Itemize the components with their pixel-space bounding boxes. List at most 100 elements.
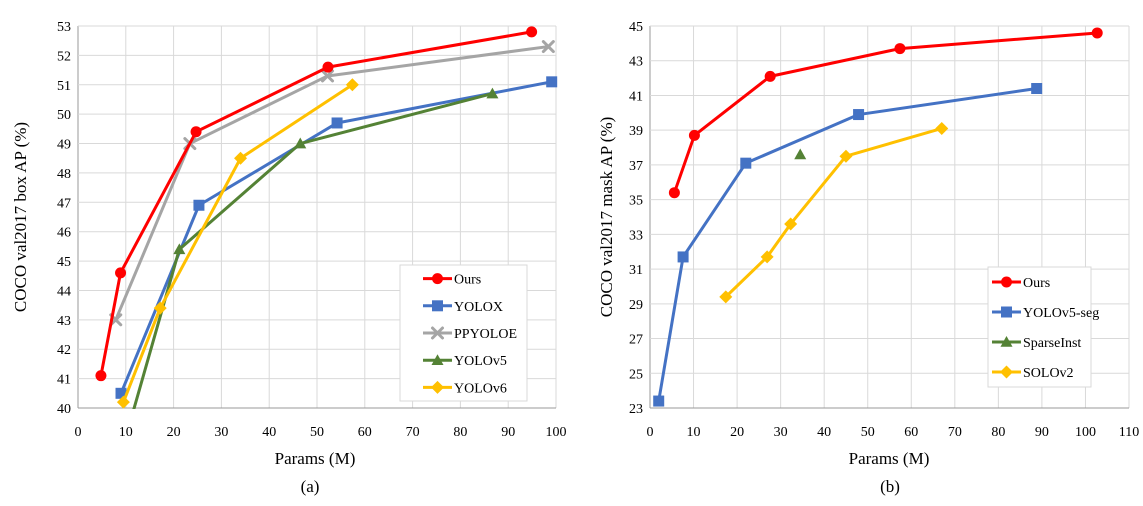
series-line-YOLOv5 — [132, 92, 494, 409]
data-point-YOLOv5 — [486, 87, 499, 99]
tick-labels: 0 10 20 30 40 50 60 70 80 90 100 110 23 25 27 29 31 33 35 3… — [629, 20, 1139, 440]
data-point-SOLOv2 — [784, 217, 798, 231]
x-tick-label: 60 — [904, 425, 918, 440]
x-tick-label: 40 — [262, 425, 276, 440]
x-tick-label: 40 — [817, 425, 831, 440]
data-point-YOLOv6 — [153, 301, 167, 315]
y-tick-label: 45 — [57, 255, 71, 270]
data-point-YOLOv5 — [173, 243, 186, 255]
legend-entry-YOLOv5-seg: YOLOv5-seg — [992, 306, 1099, 321]
data-point-YOLOv5-seg — [1031, 83, 1043, 95]
legend-label: YOLOv6 — [454, 381, 507, 396]
y-tick-label: 53 — [57, 20, 71, 35]
y-tick-label: 51 — [57, 79, 71, 94]
y-tick-label: 41 — [629, 89, 643, 104]
x-tick-label: 80 — [453, 425, 467, 440]
y-tick-label: 44 — [57, 284, 71, 299]
legend-entry-YOLOv5: YOLOv5 — [423, 354, 507, 369]
y-tick-label: 46 — [57, 226, 71, 241]
chart-a-caption: (a) — [300, 477, 320, 496]
series-YOLOv6 — [116, 78, 359, 409]
y-tick-label: 43 — [57, 314, 71, 329]
data-point-SOLOv2 — [935, 121, 949, 135]
legend-label: YOLOv5 — [454, 354, 507, 369]
y-tick-label: 48 — [57, 167, 71, 182]
x-tick-label: 10 — [119, 425, 133, 440]
y-tick-label: 43 — [629, 55, 643, 70]
y-tick-label: 45 — [629, 20, 643, 35]
legend-swatch-marker — [432, 273, 443, 285]
y-tick-label: 47 — [57, 196, 71, 211]
y-tick-label: 27 — [629, 333, 643, 348]
data-point-Ours — [688, 129, 700, 141]
legend-swatch-marker — [1000, 336, 1013, 347]
legend-swatch-marker — [1001, 276, 1012, 288]
data-point-Ours — [894, 43, 906, 55]
x-tick-label: 50 — [310, 425, 324, 440]
legend-swatch-marker — [431, 354, 444, 365]
data-point-YOLOv5-seg — [677, 251, 689, 263]
legend-swatch-marker — [431, 326, 444, 340]
x-tick-label: 20 — [730, 425, 744, 440]
x-tick-label: 100 — [546, 425, 567, 440]
data-point-YOLOv5-seg — [653, 395, 665, 407]
data-point-Ours — [190, 126, 202, 138]
data-point-Ours — [95, 370, 107, 382]
data-point-YOLOX — [546, 76, 558, 88]
chart-a-y-axis-title: COCO val2017 box AP (%) — [11, 121, 30, 313]
data-point-YOLOv5-seg — [740, 157, 752, 169]
x-tick-label: 100 — [1075, 425, 1096, 440]
chart-b-x-axis-title: Params (M) — [848, 449, 930, 468]
chart-a-x-axis-title: Params (M) — [274, 449, 356, 468]
series-line-YOLOX — [119, 80, 554, 395]
legend-entry-PPYOLOE: PPYOLOE — [423, 326, 517, 342]
chart-b: 0 10 20 30 40 50 60 70 80 90 100 110 23 25 27 29 31 33 35 3… — [629, 20, 1139, 440]
series-layer — [653, 27, 1103, 407]
series-YOLOv5-seg — [653, 83, 1043, 407]
legend-label: PPYOLOE — [454, 327, 517, 342]
x-tick-label: 70 — [948, 425, 962, 440]
data-point-Ours — [668, 187, 680, 199]
series-line-SOLOv2 — [724, 126, 944, 299]
legend-box — [399, 264, 528, 402]
data-point-YOLOv5 — [294, 137, 307, 149]
legend-entry-SOLOv2: SOLOv2 — [992, 365, 1074, 381]
legend-label: SOLOv2 — [1023, 366, 1074, 381]
x-tick-label: 80 — [991, 425, 1005, 440]
data-point-SOLOv2 — [719, 290, 733, 304]
series-line-YOLOv5-seg — [657, 87, 1039, 403]
data-point-YOLOv5-seg — [853, 109, 865, 121]
x-tick-label: 90 — [1035, 425, 1049, 440]
legend-label: YOLOX — [454, 300, 503, 315]
legend-label: SparseInst — [1023, 336, 1081, 351]
y-tick-label: 41 — [57, 373, 71, 388]
legend-entry-Ours: Ours — [423, 273, 481, 288]
series-SparseInst — [794, 148, 807, 160]
chart-b-y-axis-title: COCO val2017 mask AP (%) — [597, 116, 616, 318]
legend-entry-Ours: Ours — [992, 276, 1050, 291]
data-point-PPYOLOE — [321, 69, 335, 83]
y-tick-label: 39 — [629, 124, 643, 139]
series-Ours — [95, 26, 538, 382]
series-Ours — [668, 27, 1103, 199]
x-tick-label: 60 — [358, 425, 372, 440]
series-SOLOv2 — [719, 121, 949, 304]
legend-label: Ours — [454, 273, 481, 288]
x-tick-label: 30 — [774, 425, 788, 440]
data-point-YOLOv5 — [106, 478, 118, 489]
x-tick-label: 90 — [501, 425, 515, 440]
data-point-Ours — [322, 61, 334, 73]
y-tick-label: 49 — [57, 138, 71, 153]
data-point-SparseInst — [794, 148, 807, 160]
data-point-Ours — [764, 70, 776, 82]
x-tick-label: 10 — [687, 425, 701, 440]
data-point-YOLOX — [115, 387, 127, 399]
y-tick-label: 33 — [629, 228, 643, 243]
series-layer — [95, 26, 558, 489]
data-point-YOLOv6 — [345, 78, 359, 92]
data-point-YOLOv6 — [116, 395, 130, 409]
x-tick-label: 50 — [861, 425, 875, 440]
chart-b-caption: (b) — [880, 477, 900, 496]
data-point-YOLOX — [193, 199, 205, 211]
